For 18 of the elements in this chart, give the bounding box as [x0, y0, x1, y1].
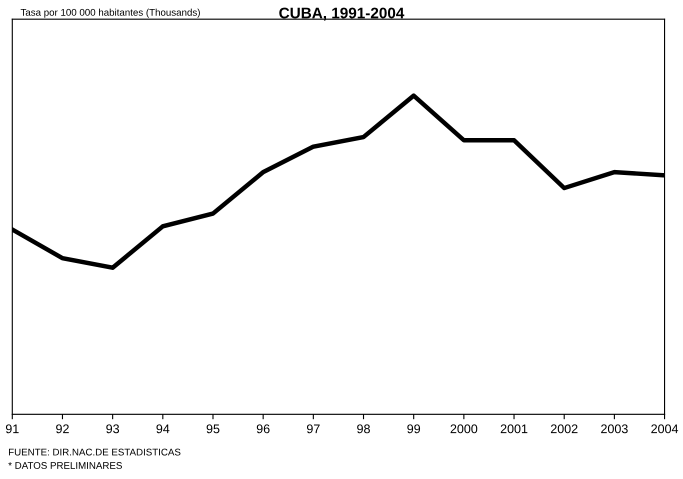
- x-tick-label: 2001: [500, 424, 528, 434]
- source-note: FUENTE: DIR.NAC.DE ESTADISTICAS: [8, 448, 180, 456]
- x-tick-label: 95: [206, 424, 220, 434]
- x-tick-label: 96: [256, 424, 270, 434]
- x-tick-label: 2000: [450, 424, 478, 434]
- x-tick-label: 99: [407, 424, 420, 434]
- x-tick-label: 93: [106, 424, 120, 434]
- x-tick-label: 2002: [550, 424, 578, 434]
- x-tick-label: 98: [357, 424, 370, 434]
- text: * DATOS PRELIMINARES: [8, 462, 122, 469]
- x-tick-label: 97: [306, 424, 320, 434]
- x-tick-label: 91: [6, 424, 19, 434]
- x-tick-label: 92: [56, 424, 69, 434]
- x-tick-label: 94: [156, 424, 170, 434]
- text: Tasa por 100 000 habitantes (Thousands): [20, 8, 200, 18]
- chart-title: CUBA, 1991-2004: [279, 8, 404, 21]
- x-tick-label: 2003: [601, 424, 628, 434]
- x-tick-label: 2004: [651, 424, 678, 434]
